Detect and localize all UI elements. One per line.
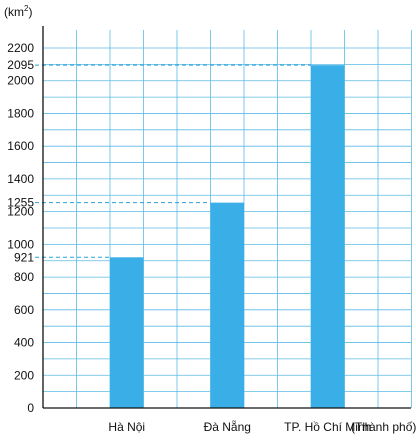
y-tick-label: 400: [14, 336, 34, 350]
y-tick-label: 200: [14, 368, 34, 382]
y-tick-label: 2095: [7, 58, 34, 72]
x-category-label: TP. Hồ Chí Minh: [284, 420, 371, 434]
y-tick-label: 921: [14, 250, 34, 264]
y-tick-label: 800: [14, 270, 34, 284]
x-category-label: Đà Nẵng: [204, 419, 251, 434]
value-guide-lines: [35, 64, 311, 258]
x-category-label: Hà Nội: [108, 420, 145, 434]
y-tick-label: 1255: [7, 196, 34, 210]
unit-text: km: [8, 5, 24, 19]
y-tick-label: 2200: [7, 41, 34, 55]
y-tick-label: 1200: [7, 205, 34, 219]
x-axis-label: (Thành phố): [351, 420, 416, 434]
bar: [110, 257, 144, 408]
bars: [110, 65, 345, 408]
bar: [311, 65, 345, 408]
y-tick-label: 1800: [7, 106, 34, 120]
bar: [210, 202, 244, 408]
y-tick-label: 600: [14, 303, 34, 317]
y-tick-label: 2000: [7, 74, 34, 88]
x-category-labels: Hà Nội Đà Nẵng TP. Hồ Chí Minh: [108, 419, 371, 434]
y-unit-label: (km2): [4, 4, 32, 19]
unit-superscript: 2: [24, 4, 29, 13]
axes: [42, 26, 411, 409]
y-tick-label: 1600: [7, 139, 34, 153]
y-tick-label: 1400: [7, 172, 34, 186]
y-tick-label: 1000: [7, 237, 34, 251]
y-tick-labels: 0 200 400 600 800 1000 1200 1400 1600 1800 2000 220…: [7, 41, 34, 415]
y-tick-label: 0: [27, 401, 34, 415]
